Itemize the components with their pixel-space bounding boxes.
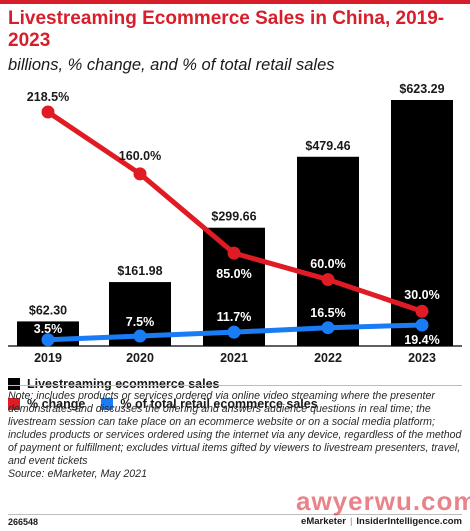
legend-label-share: % of total retail ecommerce sales bbox=[120, 397, 318, 411]
label-pct-total-retail-2020: 7.5% bbox=[126, 315, 155, 329]
point-pct-change-2020 bbox=[133, 167, 147, 181]
legend-row-lines: % change % of total retail ecommerce sal… bbox=[8, 394, 322, 414]
legend-label-bars: Livestreaming ecommerce sales bbox=[27, 377, 220, 391]
label-pct-change-2019: 218.5% bbox=[27, 90, 69, 104]
label-pct-change-2020: 160.0% bbox=[119, 149, 161, 163]
chart-note: Note: includes products or services orde… bbox=[8, 390, 464, 481]
label-pct-change-2022: 60.0% bbox=[310, 257, 345, 271]
chart-plot-area: $62.30 $161.98 $299.66 $479.46 $623.29 218.5%… bbox=[8, 82, 462, 365]
point-pct-total-retail-2022 bbox=[321, 321, 335, 335]
footer-brand: eMarketer | InsiderIntelligence.com bbox=[301, 516, 462, 527]
watermark-logo: awyerwu.com bbox=[296, 486, 470, 516]
legend-swatch-change bbox=[8, 398, 20, 410]
divider-bottom bbox=[8, 514, 462, 515]
label-pct-change-2023: 30.0% bbox=[404, 288, 439, 302]
legend-label-change: % change bbox=[27, 397, 86, 411]
bar-label-2021: $299.66 bbox=[211, 210, 256, 224]
brand-emarketer: eMarketer bbox=[301, 516, 346, 527]
point-pct-change-2022 bbox=[321, 273, 335, 287]
point-pct-total-retail-2019 bbox=[41, 333, 55, 347]
divider-top bbox=[8, 385, 462, 386]
brand-insider: InsiderIntelligence.com bbox=[356, 516, 462, 527]
point-pct-total-retail-2023 bbox=[415, 318, 429, 332]
bar-label-2020: $161.98 bbox=[117, 264, 162, 278]
source-text: Source: eMarketer, May 2021 bbox=[8, 468, 147, 480]
legend-row-bars: Livestreaming ecommerce sales bbox=[8, 374, 322, 394]
legend-swatch-share bbox=[101, 398, 114, 410]
point-pct-change-2023 bbox=[415, 304, 429, 318]
point-pct-change-2019 bbox=[41, 105, 55, 119]
x-tick-2019: 2019 bbox=[34, 351, 62, 365]
point-pct-change-2021 bbox=[227, 246, 241, 260]
x-tick-2021: 2021 bbox=[220, 351, 248, 365]
bar-label-2019: $62.30 bbox=[29, 303, 67, 317]
top-accent-bar bbox=[0, 0, 470, 4]
x-tick-2022: 2022 bbox=[314, 351, 342, 365]
chart-title: Livestreaming Ecommerce Sales in China, … bbox=[8, 8, 445, 51]
point-pct-total-retail-2020 bbox=[133, 329, 147, 343]
chart-subtitle: billions, % change, and % of total retai… bbox=[8, 56, 335, 74]
label-pct-change-2021: 85.0% bbox=[216, 267, 251, 281]
x-tick-2023: 2023 bbox=[408, 351, 436, 365]
legend-swatch-bars bbox=[8, 378, 20, 390]
bar-label-2022: $479.46 bbox=[305, 139, 350, 153]
point-pct-total-retail-2021 bbox=[227, 325, 241, 339]
note-text: Note: includes products or services orde… bbox=[8, 390, 462, 467]
bar-2022 bbox=[297, 156, 359, 346]
label-pct-total-retail-2022: 16.5% bbox=[310, 306, 345, 320]
label-pct-total-retail-2019: 3.5% bbox=[34, 322, 63, 336]
chart-id: 266548 bbox=[8, 517, 39, 527]
chart-legend: Livestreaming ecommerce sales % change %… bbox=[8, 374, 322, 414]
label-pct-total-retail-2023: 19.4% bbox=[404, 333, 439, 347]
x-tick-2020: 2020 bbox=[126, 351, 154, 365]
bar-label-2023: $623.29 bbox=[399, 82, 444, 96]
label-pct-total-retail-2021: 11.7% bbox=[217, 310, 252, 324]
brand-separator: | bbox=[349, 516, 353, 527]
